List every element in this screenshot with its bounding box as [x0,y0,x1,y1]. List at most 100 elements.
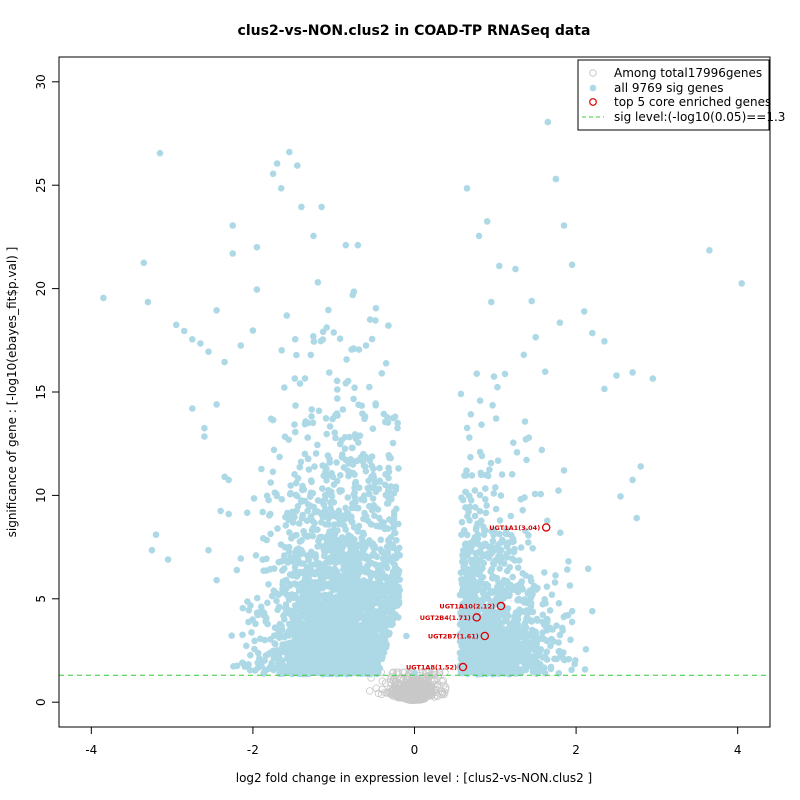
sig-gene-point [319,328,327,336]
sig-gene-point [318,571,325,578]
sig-gene-point [391,413,399,421]
sig-gene-point [278,347,286,354]
sig-gene-point [480,559,488,567]
sig-gene-point [498,471,506,478]
sig-gene-point [278,496,286,503]
sig-gene-point [312,656,319,664]
sig-gene-point [471,487,479,494]
sig-gene-point [529,608,537,616]
sig-gene-point [318,582,326,589]
sig-gene-point [322,607,330,615]
sig-gene-point [297,600,305,607]
sig-gene-point [528,297,535,305]
sig-gene-point [340,575,347,582]
sig-gene-point [270,565,278,572]
sig-gene-point [499,661,506,669]
sig-gene-point [313,586,321,594]
sig-gene-point [476,491,484,499]
sig-gene-point [378,370,386,377]
sig-gene-point [278,558,285,565]
sig-gene-point [553,655,560,663]
sig-gene-point [266,512,273,519]
sig-gene-point [257,635,264,643]
sig-gene-point [384,500,392,507]
sig-gene-point [339,406,347,413]
sig-gene-point [320,501,328,509]
sig-gene-point [329,654,337,661]
sig-gene-point [475,232,483,240]
sig-gene-point [478,421,485,429]
sig-gene-point [495,629,502,637]
sig-gene-point [329,473,337,481]
sig-gene-point [527,599,535,607]
sig-gene-point [237,555,245,562]
sig-gene-point [344,494,352,501]
sig-gene-point [333,377,341,385]
sig-gene-point [341,515,349,523]
non-sig-gene-point [419,689,427,697]
sig-gene-point [566,582,574,589]
sig-gene-point [302,662,310,670]
sig-gene-point [376,523,383,530]
sig-gene-point [524,641,532,649]
sig-gene-point [253,243,261,251]
sig-gene-point [337,650,344,657]
sig-gene-point [292,491,300,499]
sig-gene-point [548,591,556,598]
sig-gene-point [312,450,320,457]
sig-gene-point [281,565,288,572]
sig-gene-point [201,424,208,432]
sig-gene-point [291,563,299,571]
sig-gene-point [282,522,290,529]
sig-gene-point [269,468,277,476]
non-sig-gene-point [394,684,402,692]
sig-gene-point [307,566,315,573]
sig-gene-point [201,433,208,440]
sig-gene-point [352,479,360,487]
non-sig-gene-point [401,693,409,701]
sig-gene-point [551,579,559,586]
sig-gene-point [498,554,506,561]
sig-gene-point [268,659,276,667]
core-gene-label: UGT1A1(3.04) [489,524,540,532]
sig-gene-point [285,512,293,519]
sig-gene-point [292,606,300,613]
sig-gene-point [560,649,567,656]
sig-gene-point [225,510,232,518]
core-gene-label: UGT2B4(1.71) [420,614,471,622]
sig-gene-point [156,149,164,157]
non-sig-gene-point [426,683,434,691]
sig-gene-point [317,658,325,665]
non-sig-gene-point [390,677,398,685]
sig-gene-point [323,430,331,438]
sig-gene-point [514,564,522,571]
sig-gene-point [479,551,487,559]
sig-gene-point [504,567,511,575]
sig-gene-point [461,472,468,479]
sig-gene-point [375,576,382,583]
sig-gene-point [498,592,506,599]
sig-gene-point [489,537,497,545]
sig-gene-point [358,592,366,599]
sig-gene-point [580,308,588,315]
core-gene-label: UGT1A10(2.12) [439,603,495,611]
sig-gene-point [340,613,348,621]
sig-gene-point [507,581,514,589]
sig-gene-point [370,474,378,482]
sig-gene-point [341,541,348,548]
sig-gene-point [367,659,375,666]
sig-gene-point [246,666,254,674]
sig-gene-point [283,312,291,319]
sig-gene-point [496,565,504,572]
sig-gene-point [317,542,324,550]
sig-gene-point [267,479,275,486]
sig-gene-point [519,570,526,577]
sig-gene-point [314,279,322,286]
sig-gene-point [374,646,382,654]
non-sig-gene-point [378,677,386,685]
sig-gene-point [347,544,354,552]
sig-gene-point [312,561,320,568]
sig-gene-point [347,456,355,463]
sig-gene-point [497,492,505,499]
